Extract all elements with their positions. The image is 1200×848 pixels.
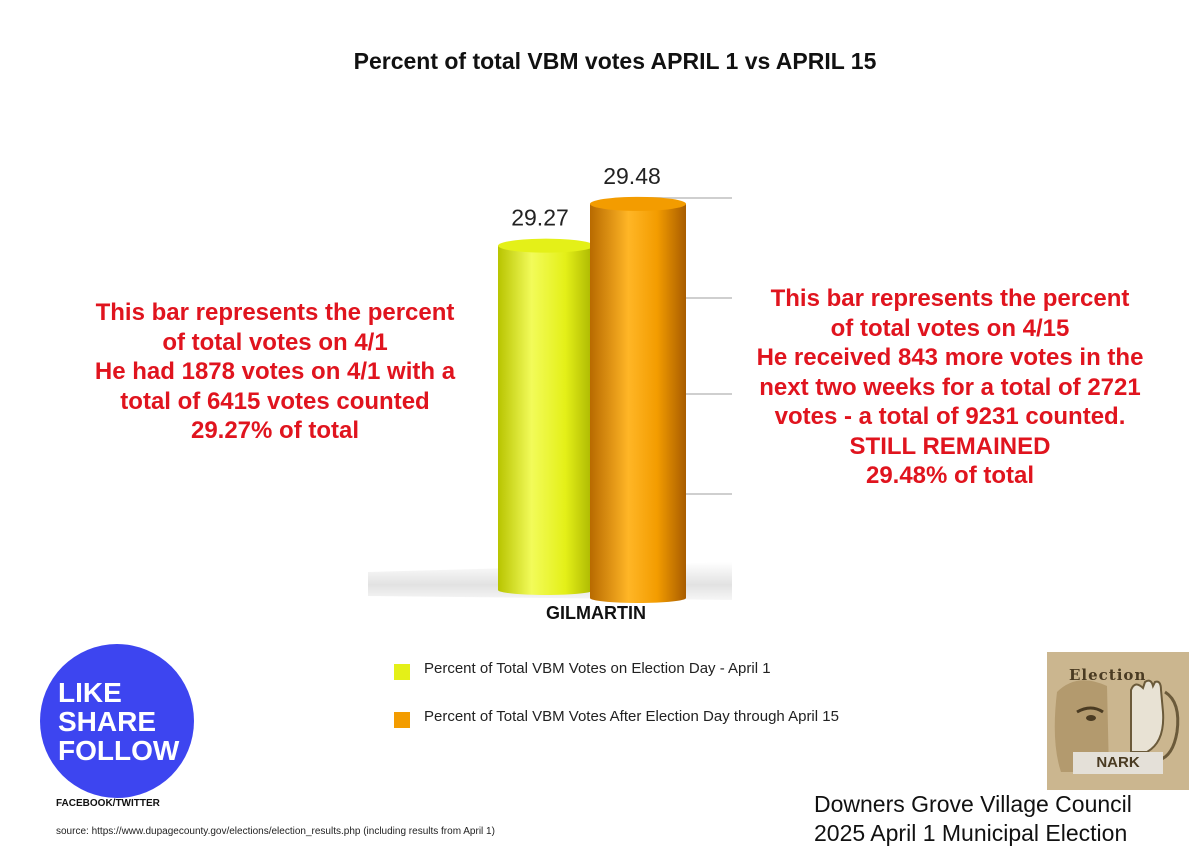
annotation-right-line: of total votes on 4/15 xyxy=(830,314,1070,342)
logo-word-bottom: NARK xyxy=(1073,752,1163,774)
annotation-right: This bar represents the percent of total… xyxy=(710,284,1190,491)
annotation-left-line: of total votes on 4/1 xyxy=(162,328,388,356)
annotation-right-line: He received 843 more votes in the xyxy=(756,344,1144,371)
annotation-right-line: next two weeks for a total of 2721 xyxy=(759,373,1141,401)
footer-line-1: Downers Grove Village Council xyxy=(814,791,1132,817)
category-label-gilmartin: GILMARTIN xyxy=(546,603,646,620)
logo-artwork-icon xyxy=(1054,679,1180,772)
annotation-right-line: votes - a total of 9231 counted. xyxy=(774,403,1126,430)
bar-chart: 29.27 29.48 GILMARTIN xyxy=(368,163,732,620)
annotation-left: This bar represents the percent of total… xyxy=(40,298,510,446)
badge-caption: FACEBOOK/TWITTER xyxy=(56,798,160,809)
data-label-april-1: 29.27 xyxy=(511,205,569,231)
data-label-april-15: 29.48 xyxy=(603,163,661,189)
annotation-right-line: This bar represents the percent xyxy=(770,285,1130,312)
footer-caption: Downers Grove Village Council 2025 April… xyxy=(814,790,1132,848)
annotation-left-line: total of 6415 votes counted xyxy=(120,387,430,415)
badge-line: SHARE xyxy=(58,705,157,737)
logo-word-top: Election xyxy=(1069,666,1147,684)
bar-april-1 xyxy=(498,238,594,595)
annotation-left-line: 29.27% of total xyxy=(190,417,360,444)
legend-swatch-orange xyxy=(394,712,410,728)
chart-title: Percent of total VBM votes APRIL 1 vs AP… xyxy=(353,48,877,74)
legend-label: Percent of Total VBM Votes on Election D… xyxy=(424,660,771,677)
badge-line: LIKE xyxy=(58,676,122,708)
annotation-right-line: 29.48% of total xyxy=(865,462,1035,489)
badge-line: FOLLOW xyxy=(58,734,180,766)
footer-line-2: 2025 April 1 Municipal Election xyxy=(814,820,1128,846)
like-share-follow-badge[interactable]: LIKE SHARE FOLLOW xyxy=(40,644,194,798)
annotation-right-line: STILL REMAINED xyxy=(849,432,1051,460)
source-note: source: https://www.dupagecounty.gov/ele… xyxy=(56,826,495,837)
bar-april-15 xyxy=(590,196,686,603)
election-nark-logo: Election NARK xyxy=(1047,652,1189,790)
annotation-left-line: This bar represents the percent xyxy=(95,299,455,326)
annotation-left-line: He had 1878 votes on 4/1 with a xyxy=(94,358,456,385)
legend-swatch-yellow xyxy=(394,664,410,680)
legend-label: Percent of Total VBM Votes After Electio… xyxy=(424,708,839,725)
